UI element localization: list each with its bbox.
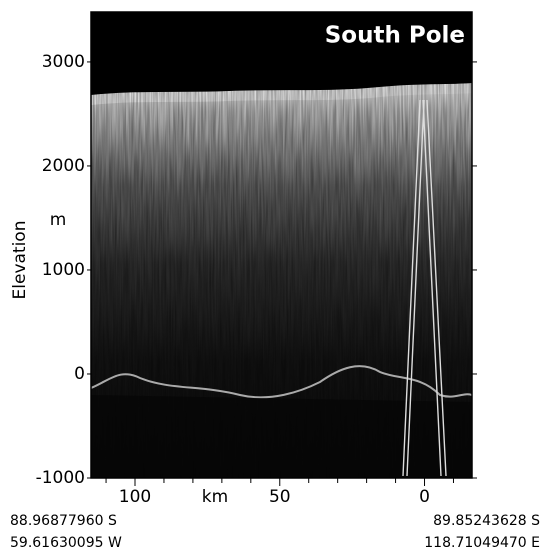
y-axis-label: Elevation (10, 221, 30, 300)
y-tick-label: -1000 (36, 468, 85, 488)
end-coord: 89.85243628 S (433, 513, 540, 529)
y-tick-label: 2000 (42, 156, 85, 176)
x-tick-label: 100 (119, 487, 151, 507)
y-tick-label: 3000 (42, 52, 85, 72)
x-axis-label: km (202, 487, 228, 507)
x-tick-label: 0 (419, 487, 430, 507)
y-unit-label: m (50, 210, 67, 230)
start-coord: 88.96877960 S (10, 513, 117, 529)
end-coord: 118.71049470 E (424, 535, 540, 550)
plot-frame (90, 11, 473, 479)
x-tick-label: 50 (269, 487, 291, 507)
y-tick-label: 1000 (42, 260, 85, 280)
radar-image (91, 12, 472, 478)
start-coord: 59.61630095 W (10, 535, 122, 550)
y-tick-label: 0 (74, 364, 85, 384)
chart-title: South Pole (325, 23, 465, 49)
